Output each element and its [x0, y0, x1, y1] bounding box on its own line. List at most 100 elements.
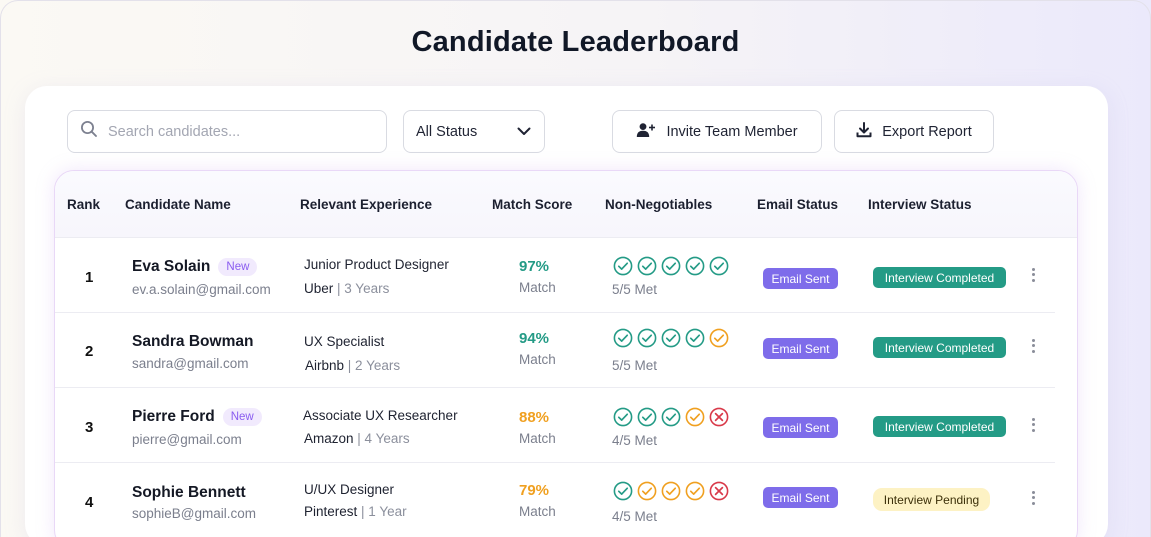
check-circle-icon: [709, 256, 729, 276]
candidate-name[interactable]: Sophie Bennett: [132, 484, 246, 502]
table-row[interactable]: 2 Sandra Bowman sandra@gmail.com UX Spec…: [55, 313, 1055, 388]
header-candidate-name[interactable]: Candidate Name: [125, 197, 231, 212]
interview-status-badge: Interview Completed: [873, 416, 1006, 437]
experience-company: Pinterest | 1 Year: [304, 504, 407, 519]
more-options-icon[interactable]: [1029, 491, 1037, 505]
header-interview-status[interactable]: Interview Status: [868, 197, 972, 212]
check-circle-icon: [637, 328, 657, 348]
table-header: Rank Candidate Name Relevant Experience …: [55, 171, 1077, 238]
non-negotiables-icons: [613, 407, 729, 427]
non-negotiables-icons: [613, 481, 729, 501]
partial-check-icon: [661, 481, 681, 501]
header-non-negotiables[interactable]: Non-Negotiables: [605, 197, 713, 212]
rank-cell: 4: [85, 494, 94, 511]
add-user-icon: [636, 122, 656, 142]
check-circle-icon: [661, 256, 681, 276]
partial-check-icon: [709, 328, 729, 348]
table-row[interactable]: 4 Sophie Bennett sophieB@gmail.com U/UX …: [55, 463, 1055, 537]
header-match-score[interactable]: Match Score: [492, 197, 573, 212]
match-score-value: 88%: [519, 409, 550, 426]
more-options-icon[interactable]: [1029, 268, 1037, 282]
non-negotiables-met: 4/5 Met: [612, 433, 658, 448]
page-title: Candidate Leaderboard: [411, 26, 740, 58]
company-name: Airbnb: [305, 358, 345, 373]
company-name: Uber: [304, 281, 334, 296]
candidate-name-text: Sophie Bennett: [132, 484, 246, 501]
candidate-name[interactable]: Sandra Bowman: [132, 333, 253, 351]
candidate-name-text: Pierre Ford: [132, 408, 215, 425]
match-score-value: 97%: [519, 258, 550, 275]
download-icon: [856, 121, 872, 142]
company-name: Pinterest: [304, 504, 358, 519]
check-circle-icon: [613, 407, 633, 427]
rank-cell: 2: [85, 343, 94, 360]
experience-role: U/UX Designer: [304, 482, 395, 497]
interview-status-badge: Interview Pending: [873, 488, 990, 511]
search-input[interactable]: [108, 123, 358, 140]
candidates-table: Rank Candidate Name Relevant Experience …: [54, 170, 1078, 537]
header-relevant-experience[interactable]: Relevant Experience: [300, 197, 433, 212]
experience-company: Airbnb | 2 Years: [305, 358, 400, 373]
check-circle-icon: [613, 328, 633, 348]
rank-cell: 1: [85, 269, 94, 286]
failed-x-icon: [709, 407, 729, 427]
header-email-status[interactable]: Email Status: [757, 197, 839, 212]
experience-role: UX Specialist: [304, 334, 385, 349]
invite-team-member-button[interactable]: Invite Team Member: [612, 110, 822, 153]
rank-cell: 3: [85, 419, 94, 436]
candidate-name-text: Sandra Bowman: [132, 333, 254, 350]
experience-years: | 4 Years: [357, 431, 410, 446]
candidate-email: sandra@gmail.com: [132, 356, 249, 371]
email-status-badge: Email Sent: [763, 268, 838, 289]
experience-years: | 3 Years: [337, 281, 390, 296]
table-row[interactable]: 3 Pierre Ford New pierre@gmail.com Associ…: [55, 388, 1055, 463]
partial-check-icon: [685, 481, 705, 501]
check-circle-icon: [661, 407, 681, 427]
check-circle-icon: [637, 407, 657, 427]
non-negotiables-icons: [613, 256, 729, 276]
check-circle-icon: [637, 256, 657, 276]
match-score-value: 94%: [519, 330, 550, 347]
candidate-name[interactable]: Pierre Ford New: [132, 408, 262, 426]
non-negotiables-met: 5/5 Met: [612, 358, 658, 373]
header-rank[interactable]: Rank: [67, 197, 101, 212]
experience-company: Amazon | 4 Years: [304, 431, 410, 446]
experience-role: Associate UX Researcher: [303, 408, 458, 423]
check-circle-icon: [613, 481, 633, 501]
company-name: Amazon: [304, 431, 354, 446]
status-filter-select[interactable]: All Status: [403, 110, 545, 153]
non-negotiables-met: 4/5 Met: [612, 509, 658, 524]
non-negotiables-icons: [613, 328, 729, 348]
search-box[interactable]: [67, 110, 387, 153]
new-badge: New: [218, 258, 258, 276]
more-options-icon[interactable]: [1029, 339, 1037, 353]
experience-years: | 1 Year: [361, 504, 407, 519]
interview-status-badge: Interview Completed: [873, 337, 1006, 358]
match-score-label: Match: [519, 504, 556, 519]
new-badge: New: [222, 408, 262, 426]
partial-check-icon: [637, 481, 657, 501]
interview-status-badge: Interview Completed: [873, 267, 1006, 288]
invite-button-label: Invite Team Member: [666, 123, 798, 140]
status-filter-value: All Status: [416, 123, 478, 140]
experience-role: Junior Product Designer: [304, 257, 449, 272]
more-options-icon[interactable]: [1029, 418, 1037, 432]
export-report-button[interactable]: Export Report: [834, 110, 994, 153]
chevron-down-icon: [517, 124, 531, 140]
check-circle-icon: [613, 256, 633, 276]
candidate-name-text: Eva Solain: [132, 258, 211, 275]
experience-company: Uber | 3 Years: [304, 281, 389, 296]
partial-check-icon: [685, 407, 705, 427]
table-row[interactable]: 1 Eva Solain New ev.a.solain@gmail.com Ju…: [55, 238, 1055, 313]
export-button-label: Export Report: [882, 123, 972, 140]
candidate-email: sophieB@gmail.com: [132, 506, 257, 521]
email-status-badge: Email Sent: [763, 417, 838, 438]
failed-x-icon: [709, 481, 729, 501]
check-circle-icon: [685, 328, 705, 348]
match-score-label: Match: [519, 280, 556, 295]
candidate-name[interactable]: Eva Solain New: [132, 258, 258, 276]
check-circle-icon: [685, 256, 705, 276]
match-score-label: Match: [519, 431, 556, 446]
non-negotiables-met: 5/5 Met: [612, 282, 658, 297]
match-score-label: Match: [519, 352, 556, 367]
